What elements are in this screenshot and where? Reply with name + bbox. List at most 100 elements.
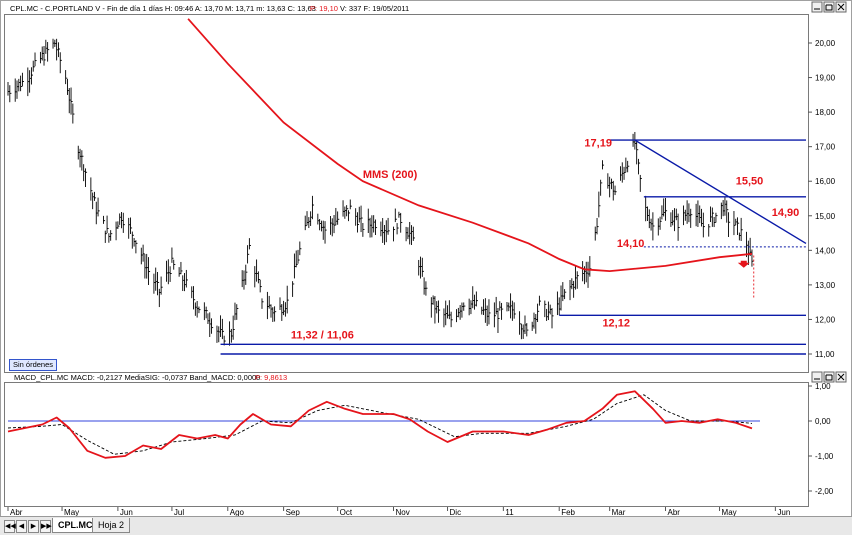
x-tick-label: Oct: [340, 508, 353, 517]
price-y-axis: 20,00 19,00 18,00 17,00 16,00 15,00 14,00 13,00…: [808, 39, 836, 359]
price-y-tick-label: 12,00: [815, 315, 836, 324]
price-bar: [688, 203, 691, 223]
price-bar: [146, 253, 149, 279]
price-bar: [317, 213, 320, 225]
price-bar: [43, 45, 46, 66]
price-bar: [7, 81, 10, 96]
macd-header-text: MACD_CPL.MC MACD: -0,2127 MediaSIG: -0,0…: [14, 373, 260, 382]
price-bar: [349, 199, 352, 210]
price-bar: [621, 162, 624, 183]
price-bar: [16, 80, 19, 99]
price-bar: [609, 176, 612, 198]
last-sheet-button[interactable]: ▶▶: [40, 520, 52, 533]
macd-y-tick-label: 0,00: [815, 417, 831, 426]
price-bar: [737, 217, 740, 236]
price-bar: [20, 75, 23, 92]
price-bar: [531, 321, 534, 331]
price-bar: [648, 209, 651, 229]
price-y-tick-label: 18,00: [815, 108, 836, 117]
price-bar: [702, 212, 705, 238]
price-bar: [520, 323, 523, 340]
price-bar: [558, 297, 561, 316]
price-bar: [362, 223, 365, 237]
price-bar: [544, 300, 547, 318]
price-bar: [423, 277, 426, 295]
x-tick-label: Nov: [395, 508, 409, 517]
price-bar: [601, 160, 605, 170]
price-bar: [506, 302, 509, 312]
price-bar: [229, 321, 232, 346]
price-bar: [722, 200, 725, 217]
price-bar: [394, 208, 397, 223]
price-bar: [306, 211, 309, 226]
macd-header: MACD_CPL.MC MACD: -0,2127 MediaSIG: -0,0…: [14, 373, 287, 382]
price-bar: [169, 266, 172, 282]
maximize-button[interactable]: [823, 1, 835, 13]
price-bar: [203, 302, 206, 321]
x-tick-label: May: [722, 508, 737, 517]
price-bar: [230, 328, 233, 343]
price-bar: [142, 244, 145, 262]
price-bar: [510, 293, 513, 319]
price-bar: [94, 191, 97, 201]
price-bar: [711, 207, 714, 227]
macd-close-icon: [837, 373, 845, 381]
prev-sheet-button[interactable]: ◀: [16, 520, 27, 533]
price-bar: [108, 233, 111, 243]
price-bar: [385, 220, 388, 243]
price-panel-buttons: [811, 1, 847, 13]
price-bar: [153, 273, 156, 294]
price-bar: [614, 185, 617, 196]
price-bar: [749, 237, 752, 257]
price-y-tick-label: 15,00: [815, 212, 836, 221]
price-bar: [90, 177, 93, 201]
price-bar: [216, 325, 219, 343]
next-sheet-button[interactable]: ▶: [28, 520, 39, 533]
price-bar: [695, 203, 698, 227]
price-bar: [259, 279, 262, 293]
first-sheet-button[interactable]: ◀◀: [4, 520, 16, 533]
price-bar: [85, 168, 88, 188]
tab-hoja-2[interactable]: Hoja 2: [92, 518, 131, 533]
price-bar: [167, 259, 170, 285]
price-bar: [299, 241, 302, 256]
price-bar: [684, 209, 687, 221]
annotation-label: MMS (200): [363, 169, 418, 181]
price-bar: [92, 192, 95, 210]
price-bar: [713, 216, 716, 228]
price-bar: [329, 215, 333, 235]
price-bar: [18, 78, 21, 92]
macd-y-tick-label: -2,00: [815, 487, 834, 496]
price-bar: [268, 295, 271, 309]
price-bar: [448, 300, 451, 320]
price-bar: [405, 226, 408, 242]
price-bar: [65, 70, 68, 85]
price-bar: [205, 306, 208, 319]
no-orders-badge[interactable]: Sin órdenes: [9, 359, 58, 371]
x-tick-label: Jul: [174, 508, 184, 517]
x-tick-label: Jun: [120, 508, 133, 517]
price-bar: [218, 326, 221, 343]
price-bar: [638, 158, 641, 175]
macd-maximize-button[interactable]: [823, 371, 835, 383]
macd-minimize-button[interactable]: [811, 371, 823, 383]
price-bar: [751, 249, 754, 267]
price-bar: [589, 256, 592, 277]
price-bar: [724, 197, 727, 216]
price-bar: [310, 211, 313, 226]
price-bar: [483, 299, 486, 316]
price-bar: [304, 215, 307, 231]
price-bar: [450, 311, 453, 328]
price-bar: [627, 160, 630, 173]
macd-line: [7, 390, 753, 459]
price-bar: [52, 38, 55, 49]
price-bar: [236, 304, 239, 320]
price-bar: [281, 303, 284, 321]
minimize-button[interactable]: [811, 1, 823, 13]
price-bar: [207, 313, 210, 324]
price-bar: [155, 267, 158, 291]
price-bar: [594, 226, 597, 241]
price-bar: [735, 218, 738, 226]
macd-panel: [4, 382, 809, 507]
